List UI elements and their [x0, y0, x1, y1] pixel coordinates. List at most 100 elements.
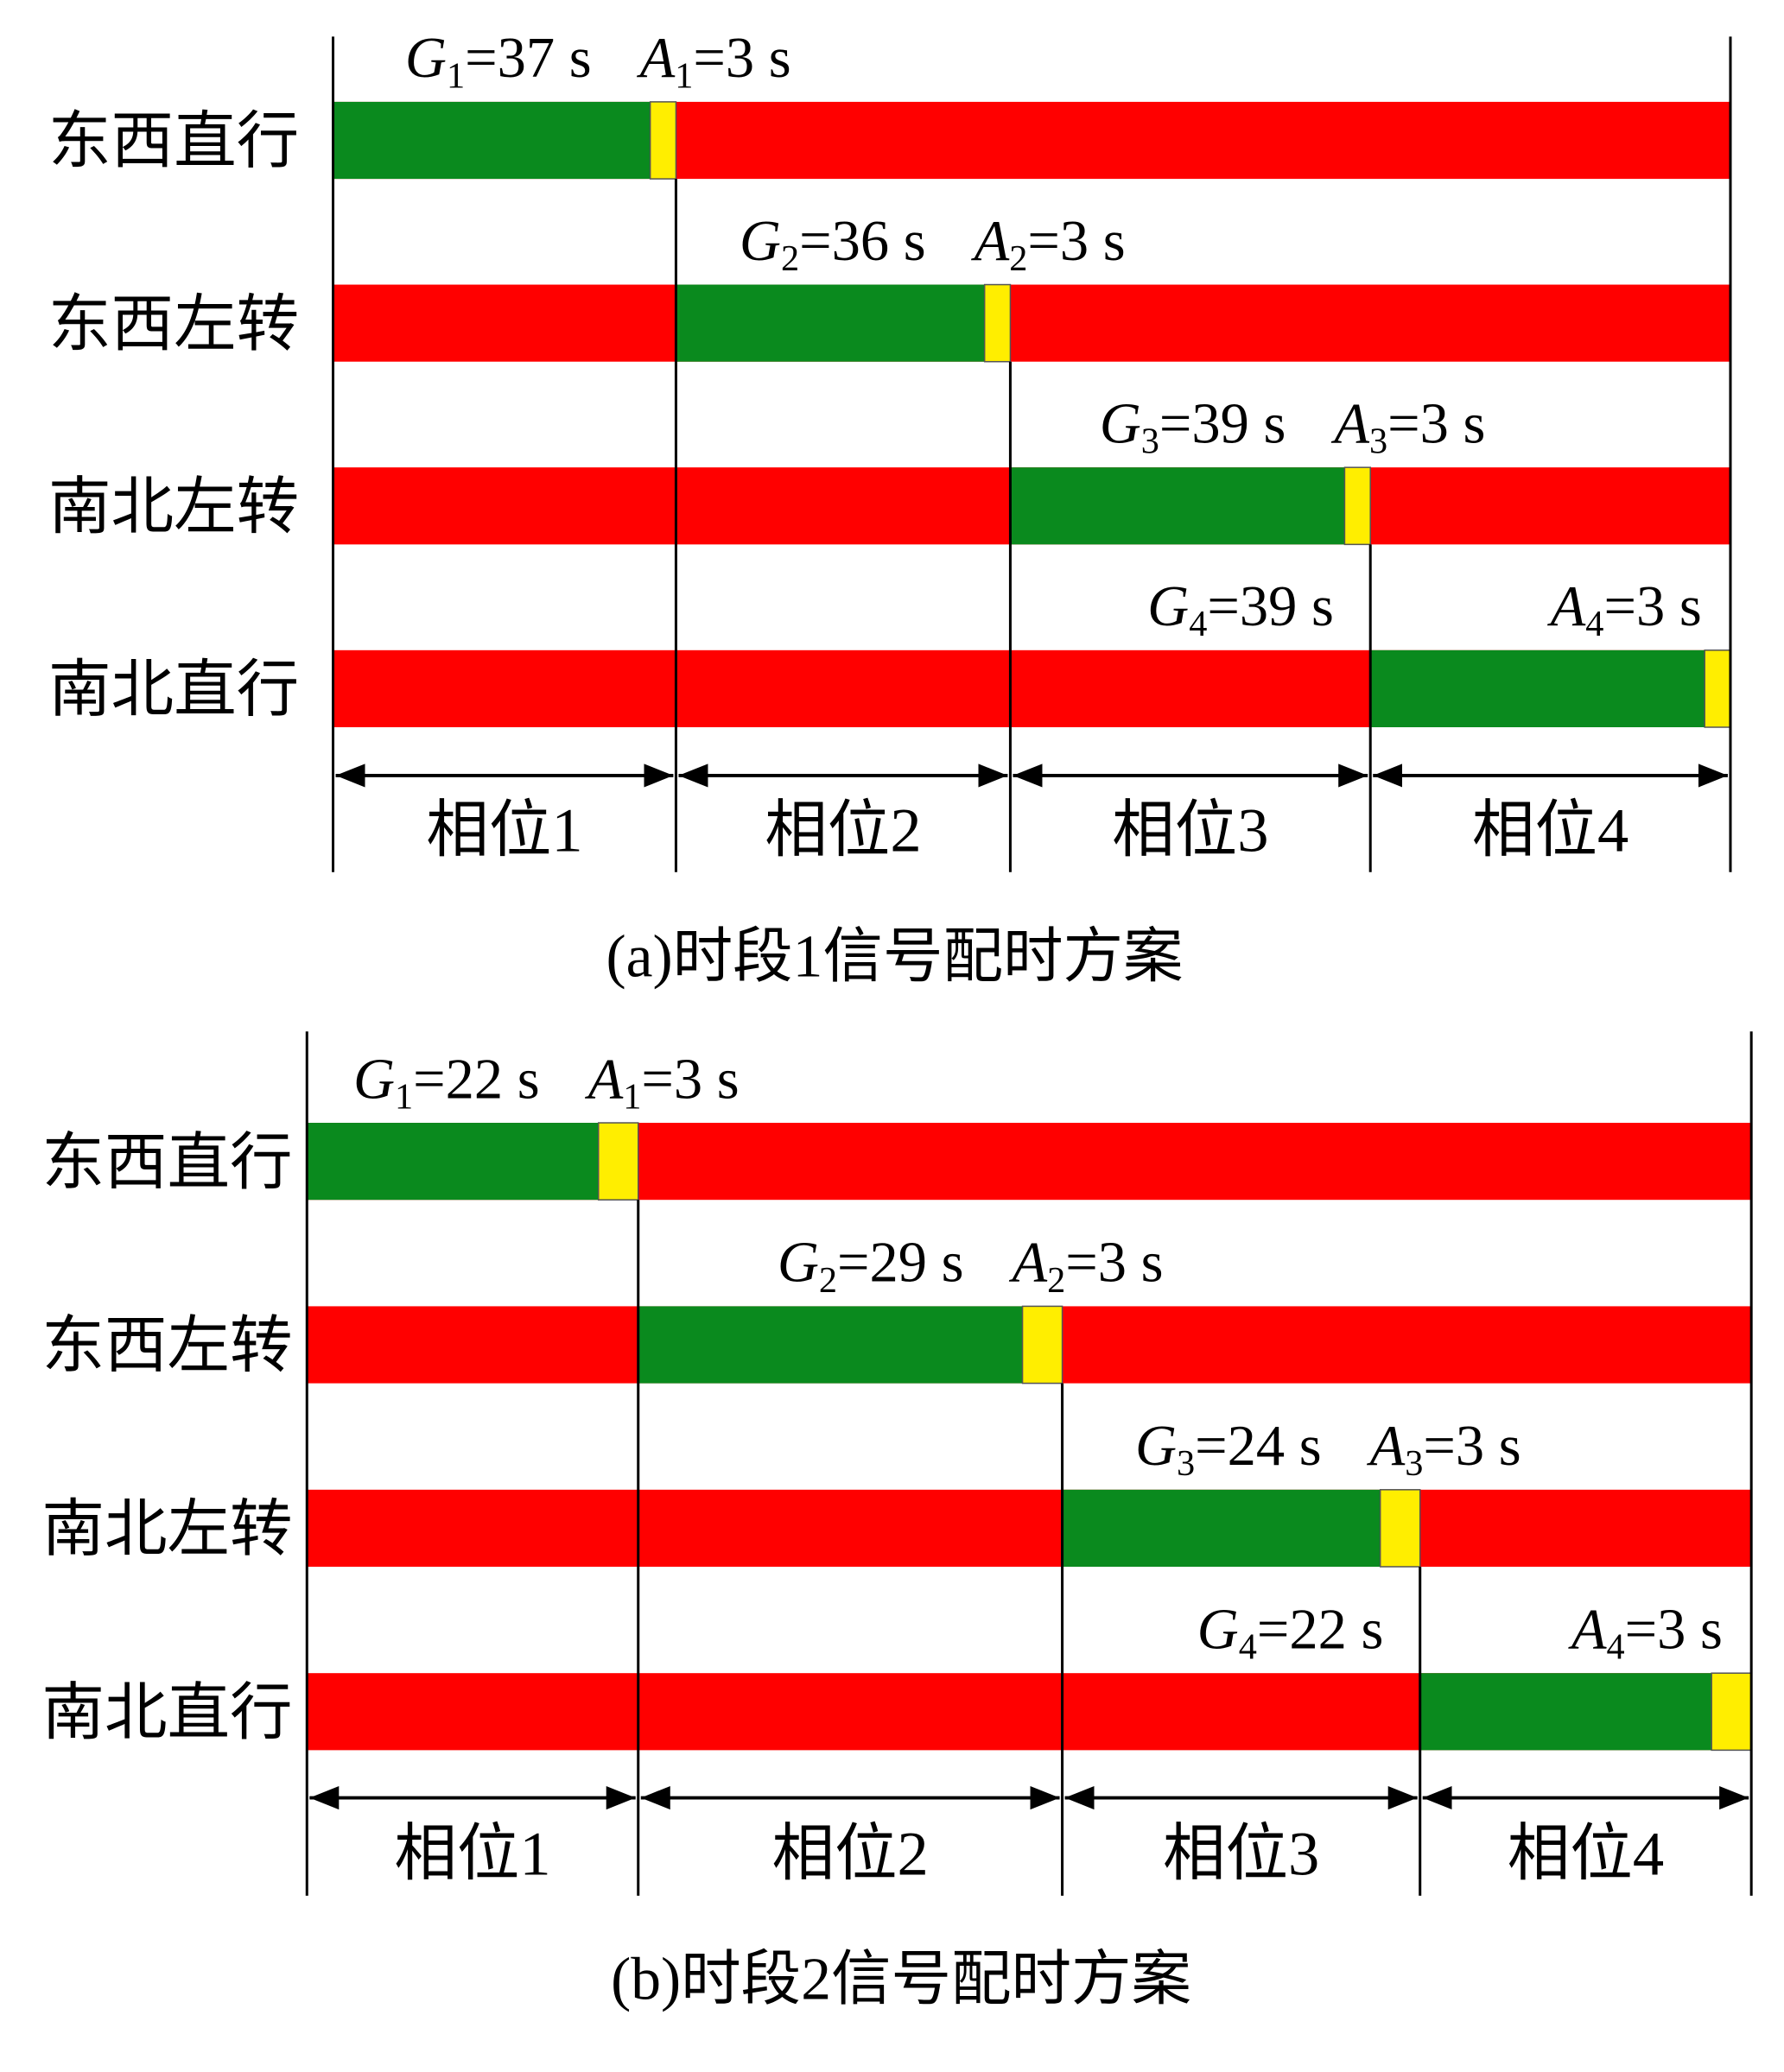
- label-part: =36 s: [799, 210, 926, 273]
- phase-label: 相位2: [771, 1819, 928, 1889]
- phase-label: 相位4: [1472, 795, 1628, 865]
- amber-time-label: A1=3 s: [585, 1048, 740, 1117]
- label-part: 3: [1405, 1443, 1423, 1484]
- green-interval: [638, 1306, 1023, 1384]
- green-time-label: G4=39 s: [1147, 575, 1334, 644]
- label-part: =39 s: [1207, 575, 1334, 638]
- amber-interval: [649, 101, 677, 180]
- amber-time-label: A3=3 s: [1330, 392, 1485, 461]
- label-part: 4: [1239, 1627, 1257, 1668]
- label-part: A: [637, 27, 676, 90]
- label-part: G: [778, 1232, 819, 1295]
- label-part: 4: [1585, 604, 1603, 644]
- movement-label: 东西直行: [48, 106, 299, 176]
- amber-interval: [983, 283, 1012, 363]
- green-time-label: G1=22 s: [353, 1048, 540, 1117]
- label-part: =3 s: [1027, 210, 1125, 273]
- green-interval: [1419, 1673, 1712, 1751]
- green-time-label: G4=22 s: [1197, 1598, 1384, 1667]
- amber-interval: [1379, 1489, 1421, 1568]
- green-interval: [1062, 1489, 1381, 1567]
- label-part: =22 s: [413, 1048, 540, 1111]
- green-time-label: G1=37 s: [405, 27, 592, 96]
- movement-label: 南北左转: [48, 472, 299, 542]
- amber-interval: [1704, 649, 1731, 728]
- label-part: 1: [675, 55, 693, 96]
- phase-label: 相位4: [1508, 1819, 1664, 1889]
- label-part: =3 s: [641, 1048, 739, 1111]
- amber-time-label: A2=3 s: [971, 210, 1126, 279]
- amber-interval: [1343, 466, 1371, 546]
- label-part: =37 s: [465, 27, 592, 90]
- label-part: A: [1008, 1232, 1047, 1295]
- movement-label: 东西左转: [48, 289, 299, 359]
- green-interval: [1010, 467, 1345, 545]
- green-time-label: G2=36 s: [740, 210, 926, 279]
- label-part: G: [1147, 575, 1189, 638]
- label-part: G: [1100, 392, 1141, 455]
- label-part: A: [1547, 575, 1586, 638]
- label-part: =29 s: [837, 1232, 964, 1295]
- label-part: =22 s: [1257, 1598, 1384, 1661]
- label-part: 1: [447, 55, 465, 96]
- label-part: A: [971, 210, 1010, 273]
- label-part: 2: [1047, 1260, 1065, 1301]
- label-part: =3 s: [1387, 392, 1485, 455]
- green-time-label: G2=29 s: [778, 1232, 964, 1301]
- label-part: =3 s: [1625, 1598, 1723, 1661]
- movement-label: 东西左转: [41, 1311, 292, 1381]
- movement-label: 南北左转: [41, 1494, 292, 1564]
- green-interval: [676, 284, 985, 362]
- movement-label: 东西直行: [41, 1127, 292, 1197]
- amber-interval: [597, 1122, 639, 1201]
- amber-time-label: A1=3 s: [637, 27, 791, 96]
- label-part: A: [1367, 1415, 1406, 1478]
- phase-label: 相位1: [394, 1819, 550, 1889]
- label-part: 3: [1369, 421, 1387, 462]
- panel-caption: (a)时段1信号配时方案: [606, 924, 1183, 991]
- label-part: =3 s: [1065, 1232, 1163, 1295]
- label-part: 3: [1141, 421, 1159, 462]
- green-time-label: G3=39 s: [1100, 392, 1286, 461]
- panel-caption: (b)时段2信号配时方案: [611, 1946, 1191, 2012]
- label-part: =3 s: [693, 27, 790, 90]
- phase-label: 相位3: [1112, 795, 1268, 865]
- red-interval: [307, 1489, 1752, 1567]
- label-part: =3 s: [1603, 575, 1701, 638]
- label-part: 2: [1009, 238, 1027, 279]
- label-part: =24 s: [1195, 1415, 1322, 1478]
- amber-time-label: A4=3 s: [1547, 575, 1702, 644]
- label-part: G: [353, 1048, 395, 1111]
- label-part: =39 s: [1159, 392, 1286, 455]
- label-part: G: [405, 27, 447, 90]
- label-part: =3 s: [1423, 1415, 1521, 1478]
- amber-interval: [1021, 1305, 1063, 1385]
- label-part: 1: [395, 1076, 413, 1117]
- green-interval: [333, 101, 651, 180]
- label-part: 2: [781, 238, 799, 279]
- green-interval: [307, 1123, 599, 1201]
- phase-label: 相位2: [765, 795, 921, 865]
- green-time-label: G3=24 s: [1135, 1415, 1322, 1484]
- label-part: A: [1330, 392, 1369, 455]
- amber-interval: [1711, 1672, 1752, 1752]
- movement-label: 南北直行: [41, 1677, 292, 1747]
- amber-time-label: A2=3 s: [1008, 1232, 1163, 1301]
- label-part: A: [585, 1048, 624, 1111]
- movement-label: 南北直行: [48, 655, 299, 725]
- label-part: G: [1135, 1415, 1177, 1478]
- label-part: 4: [1189, 604, 1207, 644]
- red-interval: [333, 284, 1730, 362]
- label-part: 1: [623, 1076, 641, 1117]
- green-interval: [1370, 649, 1705, 727]
- phase-label: 相位3: [1163, 1819, 1319, 1889]
- label-part: A: [1568, 1598, 1607, 1661]
- phase-label: 相位1: [426, 795, 582, 865]
- label-part: 3: [1177, 1443, 1195, 1484]
- amber-time-label: A3=3 s: [1367, 1415, 1521, 1484]
- amber-time-label: A4=3 s: [1568, 1598, 1723, 1667]
- label-part: 2: [819, 1260, 837, 1301]
